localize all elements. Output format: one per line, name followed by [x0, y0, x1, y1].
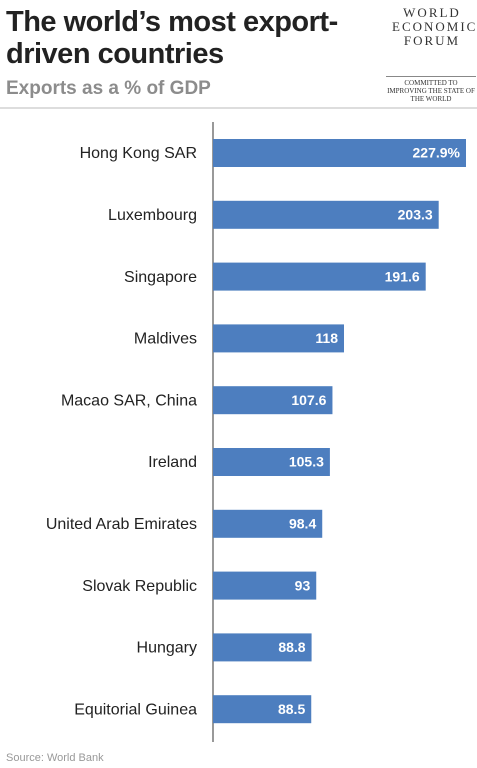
category-label: Singapore [124, 269, 197, 286]
bar [213, 448, 330, 476]
value-label: 203.3 [398, 207, 433, 223]
category-label: Equitorial Guinea [74, 701, 197, 718]
value-label: 98.4 [289, 516, 316, 532]
value-label: 191.6 [385, 268, 420, 284]
bar [213, 386, 333, 415]
category-label: Hong Kong SAR [80, 145, 197, 162]
source: Source: World Bank [6, 752, 104, 764]
value-label: 118 [315, 330, 338, 346]
bar [213, 324, 344, 353]
value-label: 93 [295, 577, 311, 593]
value-label: 107.6 [291, 392, 326, 408]
category-label: United Arab Emirates [46, 516, 197, 533]
logo-tagline: COMMITTED TO IMPROVING THE STATE OF THE … [386, 76, 476, 103]
value-label: 105.3 [289, 454, 324, 470]
value-label: 88.8 [278, 639, 305, 655]
bar [213, 509, 323, 538]
category-label: Hungary [137, 640, 197, 657]
bar [213, 695, 312, 724]
bar [213, 139, 466, 167]
chart-subtitle: Exports as a % of GDP [6, 78, 211, 99]
bar [213, 633, 312, 662]
category-label: Maldives [134, 331, 197, 348]
category-label: Ireland [148, 454, 197, 471]
bar [213, 262, 426, 291]
category-label: Slovak Republic [82, 578, 197, 595]
category-label: Luxembourg [108, 207, 197, 224]
chart-title: The world’s most export-driven countries [6, 6, 338, 70]
value-label: 88.5 [278, 701, 305, 717]
bar [213, 571, 317, 600]
bar [213, 200, 439, 229]
logo-name: WORLD ECONOMIC FORUM [392, 5, 477, 48]
value-label: 227.9% [413, 145, 461, 161]
category-label: Macao SAR, China [61, 392, 197, 409]
